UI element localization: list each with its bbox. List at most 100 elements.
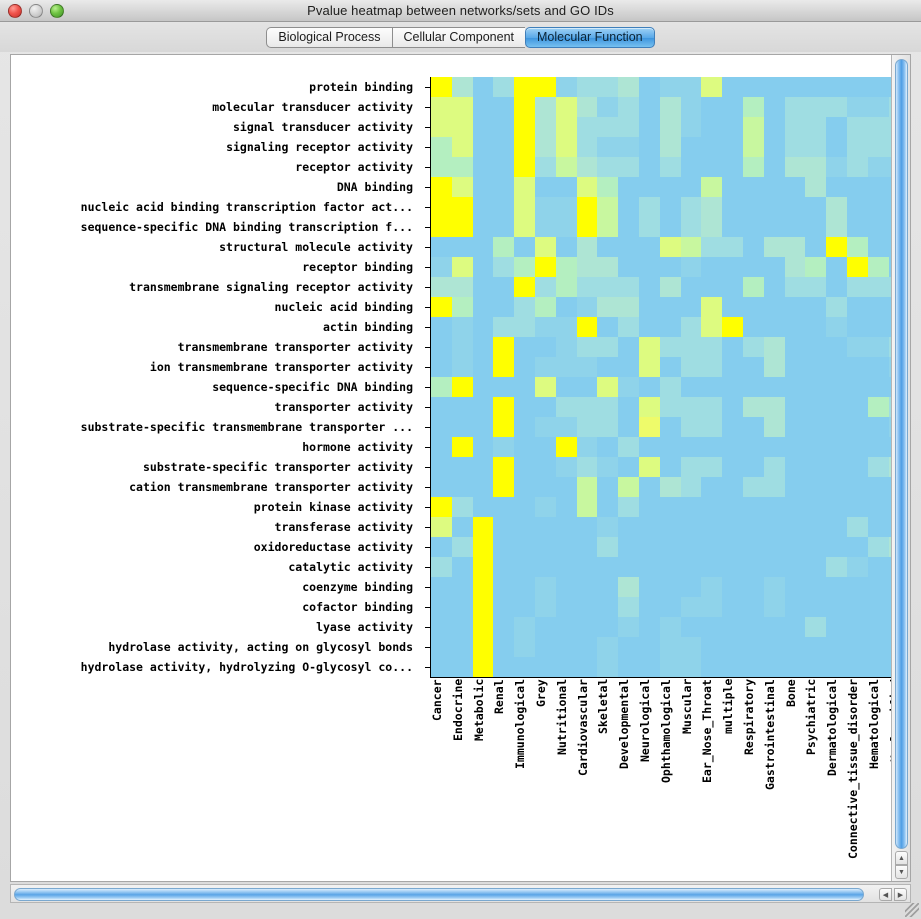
heatmap-cell[interactable] bbox=[826, 657, 847, 677]
heatmap-cell[interactable] bbox=[451, 557, 473, 577]
heatmap-cell[interactable] bbox=[638, 297, 660, 317]
heatmap-cell[interactable] bbox=[763, 597, 785, 617]
heatmap-cell[interactable] bbox=[722, 357, 743, 377]
heatmap-cell[interactable] bbox=[659, 477, 681, 497]
heatmap-cell[interactable] bbox=[638, 137, 660, 157]
heatmap-cell[interactable] bbox=[493, 97, 515, 117]
heatmap-cell[interactable] bbox=[638, 377, 660, 397]
heatmap-cell[interactable] bbox=[867, 577, 889, 597]
heatmap-cell[interactable] bbox=[472, 317, 494, 337]
heatmap-cell[interactable] bbox=[638, 177, 660, 197]
heatmap-cell[interactable] bbox=[431, 657, 452, 677]
heatmap-cell[interactable] bbox=[784, 157, 806, 177]
heatmap-cell[interactable] bbox=[597, 457, 619, 477]
heatmap-cell[interactable] bbox=[763, 277, 785, 297]
heatmap-cell[interactable] bbox=[867, 277, 889, 297]
heatmap-cell[interactable] bbox=[597, 557, 619, 577]
heatmap-cell[interactable] bbox=[742, 237, 764, 257]
heatmap-cell[interactable] bbox=[701, 577, 723, 597]
heatmap-cell[interactable] bbox=[534, 577, 556, 597]
heatmap-cell[interactable] bbox=[888, 437, 891, 457]
heatmap-cell[interactable] bbox=[888, 257, 891, 277]
heatmap-cell[interactable] bbox=[701, 377, 723, 397]
heatmap-cell[interactable] bbox=[576, 257, 598, 277]
heatmap-cell[interactable] bbox=[701, 617, 723, 637]
heatmap-cell[interactable] bbox=[659, 257, 681, 277]
heatmap-cell[interactable] bbox=[534, 597, 556, 617]
heatmap-cell[interactable] bbox=[493, 637, 515, 657]
heatmap-cell[interactable] bbox=[701, 257, 723, 277]
heatmap-cell[interactable] bbox=[784, 197, 806, 217]
heatmap-cell[interactable] bbox=[680, 477, 702, 497]
heatmap-cell[interactable] bbox=[576, 657, 598, 677]
heatmap-cell[interactable] bbox=[472, 217, 494, 237]
heatmap-cell[interactable] bbox=[534, 537, 556, 557]
heatmap-cell[interactable] bbox=[867, 317, 889, 337]
heatmap-cell[interactable] bbox=[659, 577, 681, 597]
heatmap-cell[interactable] bbox=[576, 157, 598, 177]
heatmap-cell[interactable] bbox=[722, 497, 743, 517]
heatmap-cell[interactable] bbox=[493, 337, 515, 357]
heatmap-cell[interactable] bbox=[514, 637, 535, 657]
heatmap-cell[interactable] bbox=[534, 477, 556, 497]
heatmap-cell[interactable] bbox=[514, 497, 535, 517]
heatmap-cell[interactable] bbox=[846, 417, 868, 437]
heatmap-cell[interactable] bbox=[888, 297, 891, 317]
heatmap-cell[interactable] bbox=[888, 657, 891, 677]
heatmap-cell[interactable] bbox=[597, 197, 619, 217]
heatmap-cell[interactable] bbox=[555, 317, 577, 337]
heatmap-cell[interactable] bbox=[846, 537, 868, 557]
heatmap-cell[interactable] bbox=[451, 517, 473, 537]
heatmap-cell[interactable] bbox=[451, 97, 473, 117]
heatmap-cell[interactable] bbox=[742, 517, 764, 537]
heatmap-cell[interactable] bbox=[826, 497, 847, 517]
heatmap-cell[interactable] bbox=[805, 297, 827, 317]
heatmap-cell[interactable] bbox=[680, 137, 702, 157]
heatmap-cell[interactable] bbox=[701, 397, 723, 417]
heatmap-cell[interactable] bbox=[846, 617, 868, 637]
heatmap-cell[interactable] bbox=[680, 617, 702, 637]
heatmap-cell[interactable] bbox=[576, 457, 598, 477]
heatmap-cell[interactable] bbox=[451, 457, 473, 477]
heatmap-cell[interactable] bbox=[431, 337, 452, 357]
heatmap-cell[interactable] bbox=[472, 557, 494, 577]
heatmap-cell[interactable] bbox=[722, 217, 743, 237]
heatmap-cell[interactable] bbox=[888, 277, 891, 297]
heatmap-cell[interactable] bbox=[722, 237, 743, 257]
heatmap-cell[interactable] bbox=[722, 437, 743, 457]
heatmap-cell[interactable] bbox=[805, 657, 827, 677]
heatmap-cell[interactable] bbox=[742, 597, 764, 617]
heatmap-cell[interactable] bbox=[597, 477, 619, 497]
heatmap-cell[interactable] bbox=[763, 557, 785, 577]
heatmap-cell[interactable] bbox=[680, 377, 702, 397]
heatmap-cell[interactable] bbox=[472, 257, 494, 277]
heatmap-cell[interactable] bbox=[451, 617, 473, 637]
heatmap-cell[interactable] bbox=[784, 437, 806, 457]
heatmap-cell[interactable] bbox=[514, 657, 535, 677]
heatmap-cell[interactable] bbox=[472, 437, 494, 457]
heatmap-cell[interactable] bbox=[701, 557, 723, 577]
heatmap-cell[interactable] bbox=[805, 577, 827, 597]
heatmap-cell[interactable] bbox=[742, 417, 764, 437]
heatmap-cell[interactable] bbox=[742, 317, 764, 337]
heatmap-cell[interactable] bbox=[618, 437, 639, 457]
heatmap-cell[interactable] bbox=[763, 337, 785, 357]
heatmap-cell[interactable] bbox=[846, 177, 868, 197]
heatmap-cell[interactable] bbox=[659, 217, 681, 237]
heatmap-cell[interactable] bbox=[826, 417, 847, 437]
heatmap-cell[interactable] bbox=[867, 537, 889, 557]
heatmap-cell[interactable] bbox=[888, 77, 891, 97]
heatmap-cell[interactable] bbox=[431, 277, 452, 297]
heatmap-cell[interactable] bbox=[888, 197, 891, 217]
heatmap-cell[interactable] bbox=[534, 617, 556, 637]
heatmap-cell[interactable] bbox=[638, 617, 660, 637]
heatmap-cell[interactable] bbox=[638, 657, 660, 677]
heatmap-cell[interactable] bbox=[867, 457, 889, 477]
heatmap-cell[interactable] bbox=[888, 317, 891, 337]
heatmap-cell[interactable] bbox=[659, 397, 681, 417]
heatmap-cell[interactable] bbox=[742, 637, 764, 657]
heatmap-cell[interactable] bbox=[701, 137, 723, 157]
heatmap-cell[interactable] bbox=[472, 597, 494, 617]
heatmap-cell[interactable] bbox=[618, 457, 639, 477]
heatmap-cell[interactable] bbox=[846, 217, 868, 237]
